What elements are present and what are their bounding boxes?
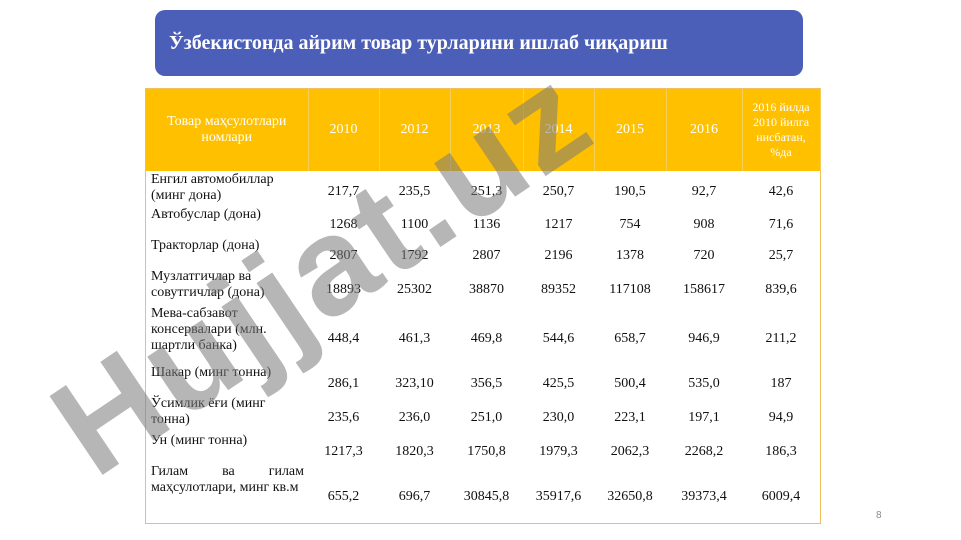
slide-title-banner: Ўзбекистонда айрим товар турларини ишлаб… xyxy=(155,10,803,76)
table-cell: 839,6 xyxy=(765,282,797,298)
table-row: Енгил автомобиллар (минг дона) 217,7 235… xyxy=(146,171,820,206)
table-cell: 32650,8 xyxy=(607,489,653,505)
row-label: Ун (минг тонна) xyxy=(151,433,248,449)
slide-title: Ўзбекистонда айрим товар турларини ишлаб… xyxy=(169,31,668,54)
table-cell: 1979,3 xyxy=(539,443,578,459)
table-cell: 946,9 xyxy=(688,330,720,346)
table-cell: 500,4 xyxy=(614,375,646,391)
table-cell: 190,5 xyxy=(614,184,646,200)
table-cell: 2268,2 xyxy=(684,443,724,459)
table-cell: 39373,4 xyxy=(681,489,727,505)
table-cell: 655,2 xyxy=(327,489,360,505)
header-2012: 2012 xyxy=(379,89,451,171)
table-cell: 1100 xyxy=(400,217,429,233)
row-label: Ўсимлик ёғи (минг тонна) xyxy=(151,396,266,428)
table-cell: 908 xyxy=(693,217,715,233)
table-cell: 544,6 xyxy=(542,330,575,346)
production-table: Товар маҳсулотлари номлари 2010 2012 201… xyxy=(146,89,821,523)
table-cell: 158617 xyxy=(683,282,725,298)
table-row: Автобуслар (дона) 1268 1100 1136 1217 75… xyxy=(146,206,820,237)
table-cell: 1268 xyxy=(329,217,358,233)
table-cell: 1378 xyxy=(616,248,644,264)
table-cell: 30845,8 xyxy=(463,489,510,505)
table-cell: 356,5 xyxy=(470,375,503,391)
table-cell: 1136 xyxy=(472,217,501,233)
table-cell: 1217 xyxy=(544,217,573,233)
header-2016: 2016 xyxy=(666,89,743,171)
table-cell: 117108 xyxy=(609,282,651,298)
table-cell: 236,0 xyxy=(398,409,431,425)
table-row: Музлатгичлар ва совутгичлар (дона) 18893… xyxy=(146,268,820,305)
table-cell: 2807 xyxy=(472,248,501,264)
table-cell: 25302 xyxy=(397,282,432,298)
header-2014: 2014 xyxy=(523,89,595,171)
table-cell: 38870 xyxy=(469,282,504,298)
table-cell: 235,5 xyxy=(398,184,431,200)
header-2010: 2010 xyxy=(308,89,380,171)
table-cell: 1217,3 xyxy=(324,443,363,459)
table-cell: 754 xyxy=(619,217,641,233)
table-cell: 187 xyxy=(770,375,792,391)
table-cell: 461,3 xyxy=(398,330,431,346)
header-2015: 2015 xyxy=(594,89,667,171)
table-cell: 535,0 xyxy=(688,375,720,391)
table-row: Гилам ва гилам маҳсулотлари, минг кв.м 6… xyxy=(146,463,820,523)
row-label: Тракторлар (дона) xyxy=(151,237,260,253)
table-row: Ўсимлик ёғи (минг тонна) 235,6 236,0 251… xyxy=(146,395,820,432)
table-cell: 469,8 xyxy=(470,330,503,346)
table-cell: 448,4 xyxy=(327,330,360,346)
row-label: Гилам ва гилам маҳсулотлари, минг кв.м xyxy=(151,464,304,496)
table-cell: 217,7 xyxy=(327,184,360,200)
table-cell: 94,9 xyxy=(768,409,794,425)
table-cell: 235,6 xyxy=(327,409,360,425)
page-number: 8 xyxy=(876,510,882,521)
table-cell: 2196 xyxy=(544,248,573,264)
table-cell: 230,0 xyxy=(542,409,575,425)
table-row: Шакар (минг тонна) 286,1 323,10 356,5 42… xyxy=(146,364,820,395)
table-cell: 2807 xyxy=(329,248,358,264)
row-label: Шакар (минг тонна) xyxy=(151,365,272,381)
table-cell: 71,6 xyxy=(768,217,794,233)
production-table-container: Товар маҳсулотлари номлари 2010 2012 201… xyxy=(145,88,821,524)
table-cell: 197,1 xyxy=(688,409,720,425)
table-header-row: Товар маҳсулотлари номлари 2010 2012 201… xyxy=(146,89,821,171)
table-cell: 1750,8 xyxy=(467,443,506,459)
table-cell: 89352 xyxy=(541,282,576,298)
table-cell: 211,2 xyxy=(765,330,797,346)
row-label: Мева-сабзавот консервалари (млн. шартли … xyxy=(151,305,267,353)
table-cell: 1792 xyxy=(400,248,429,264)
table-row: Мева-сабзавот консервалари (млн. шартли … xyxy=(146,305,820,365)
row-label: Автобуслар (дона) xyxy=(151,206,261,222)
table-cell: 286,1 xyxy=(327,375,360,391)
table-cell: 25,7 xyxy=(768,248,794,264)
row-label: Музлатгичлар ва совутгичлар (дона) xyxy=(151,268,265,300)
table-row: Тракторлар (дона) 2807 1792 2807 2196 13… xyxy=(146,237,820,268)
table-body: Енгил автомобиллар (минг дона) 217,7 235… xyxy=(146,171,820,523)
table-cell: 250,7 xyxy=(542,184,575,200)
table-cell: 223,1 xyxy=(614,409,646,425)
table-cell: 6009,4 xyxy=(761,489,801,505)
table-cell: 251,0 xyxy=(470,409,503,425)
table-cell: 2062,3 xyxy=(610,443,650,459)
table-cell: 323,10 xyxy=(395,375,434,391)
table-row: Ун (минг тонна) 1217,3 1820,3 1750,8 197… xyxy=(146,432,820,463)
table-cell: 658,7 xyxy=(614,330,646,346)
header-2013: 2013 xyxy=(450,89,524,171)
table-cell: 18893 xyxy=(326,282,361,298)
table-cell: 1820,3 xyxy=(395,443,434,459)
table-cell: 35917,6 xyxy=(535,489,582,505)
table-cell: 720 xyxy=(693,248,715,264)
table-cell: 251,3 xyxy=(470,184,503,200)
header-ratio: 2016 йилда 2010 йилга нисбатан, %да xyxy=(742,89,821,171)
table-cell: 425,5 xyxy=(542,375,575,391)
header-product: Товар маҳсулотлари номлари xyxy=(146,89,309,171)
table-cell: 92,7 xyxy=(691,184,717,200)
table-cell: 696,7 xyxy=(398,489,431,505)
table-cell: 186,3 xyxy=(765,443,797,459)
row-label: Енгил автомобиллар (минг дона) xyxy=(151,172,274,203)
table-cell: 42,6 xyxy=(768,184,794,200)
